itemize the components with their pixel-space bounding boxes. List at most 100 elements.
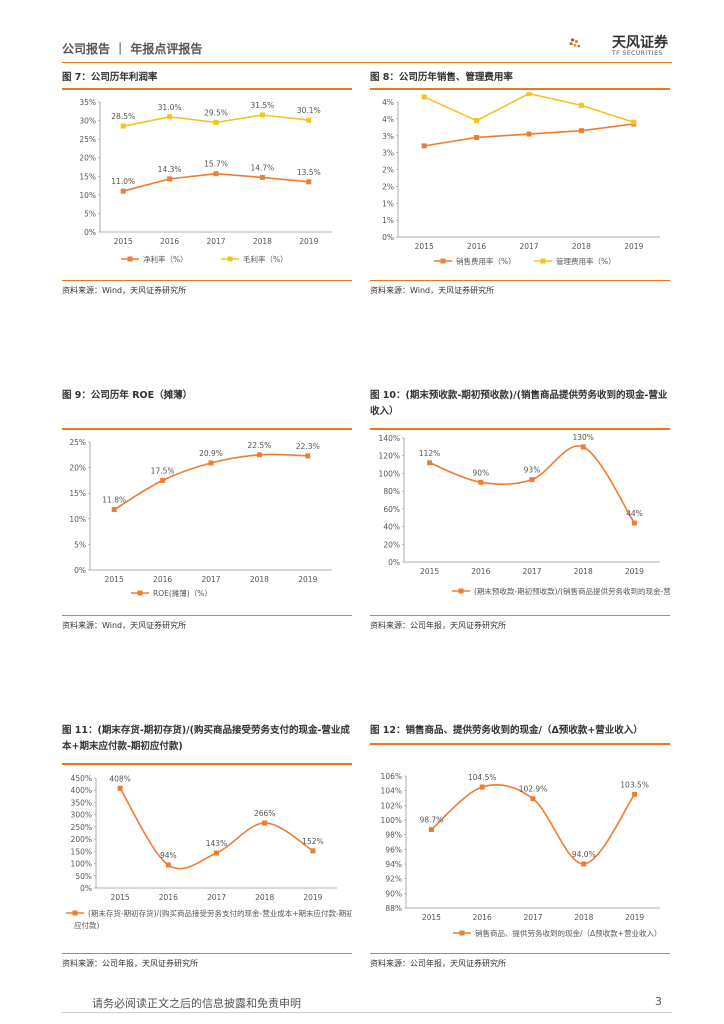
figure-10-source: 资料来源：公司年报，天风证券研究所 <box>370 621 506 630</box>
x-tick-label: 2018 <box>574 567 593 576</box>
y-tick-label: 2% <box>382 182 394 191</box>
y-tick-label: 350% <box>71 798 92 807</box>
data-label: 93% <box>524 466 541 475</box>
x-tick-label: 2017 <box>523 913 542 922</box>
x-tick-label: 2016 <box>159 893 178 902</box>
legend-label: 管理费用率（%） <box>556 256 616 266</box>
x-tick-label: 2019 <box>625 567 644 576</box>
data-label: 20.9% <box>199 449 223 458</box>
legend-label-cont: 应付款) <box>74 920 99 930</box>
y-tick-label: 100% <box>381 816 402 825</box>
y-tick-label: 10% <box>69 515 86 524</box>
legend-marker <box>72 910 78 916</box>
y-tick-label: 94% <box>385 860 402 869</box>
data-point <box>526 131 532 137</box>
data-label: 90% <box>472 468 489 477</box>
data-point <box>305 453 311 459</box>
y-tick-label: 10% <box>79 191 96 200</box>
legend-marker <box>540 258 546 264</box>
x-tick-label: 2015 <box>111 893 130 902</box>
brand-logo-icon <box>569 38 580 48</box>
figure-9-title: 图 9：公司历年 ROE（摊薄） <box>62 390 193 401</box>
figure-8-rule <box>370 88 670 90</box>
data-label: 30.1% <box>297 106 321 115</box>
y-tick-label: 4% <box>382 115 394 124</box>
data-label: 22.5% <box>247 441 271 450</box>
x-tick-label: 2019 <box>625 913 644 922</box>
y-tick-label: 0% <box>80 884 92 893</box>
legend-marker <box>227 256 233 262</box>
y-tick-label: 98% <box>385 831 402 840</box>
y-tick-label: 88% <box>385 904 402 913</box>
y-tick-label: 92% <box>385 875 402 884</box>
data-label: 102.9% <box>519 785 548 794</box>
figure-12-source: 资料来源：公司年报，天风证券研究所 <box>370 959 506 968</box>
data-label: 266% <box>254 809 275 818</box>
y-tick-label: 35% <box>79 98 96 107</box>
y-tick-label: 100% <box>379 469 400 478</box>
data-label: 17.5% <box>151 466 175 475</box>
data-label: 15.7% <box>204 160 228 169</box>
page-number: 3 <box>655 995 662 1008</box>
chart-advance-receipts: 0% 20% 40% 60% 80% 100% 120% 140% 2015 2016 2017 20… <box>379 433 670 596</box>
data-label: 130% <box>572 433 593 442</box>
x-tick-label: 2015 <box>415 242 434 251</box>
data-point <box>117 785 123 791</box>
footer-disclaimer: 请务必阅读正文之后的信息披露和免责申明 <box>92 997 301 1010</box>
figure-9-source: 资料来源：Wind，天风证券研究所 <box>62 621 187 630</box>
data-label: 408% <box>109 774 130 783</box>
y-tick-label: 4% <box>382 98 394 107</box>
y-tick-label: 0% <box>388 558 400 567</box>
data-point <box>256 452 262 458</box>
figure-8-source-rule <box>370 280 670 281</box>
data-label: 14.7% <box>250 163 274 172</box>
x-tick-label: 2017 <box>207 893 226 902</box>
data-point <box>478 479 484 485</box>
legend-label: 净利率（%） <box>143 254 188 264</box>
x-tick-label: 2018 <box>250 575 269 584</box>
y-tick-label: 0% <box>74 566 86 575</box>
x-tick-label: 2016 <box>473 913 492 922</box>
data-label: 31.5% <box>250 101 274 110</box>
y-tick-label: 20% <box>383 540 400 549</box>
y-tick-label: 300% <box>71 811 92 820</box>
y-tick-label: 5% <box>84 209 96 218</box>
y-tick-label: 0% <box>382 233 394 242</box>
data-label: 143% <box>206 839 227 848</box>
data-point <box>632 791 638 797</box>
figure-11-rule <box>62 763 352 765</box>
y-tick-label: 80% <box>383 487 400 496</box>
data-point <box>167 176 173 182</box>
data-point <box>262 820 268 826</box>
legend-label: 毛利率（%） <box>243 254 288 264</box>
footer-divider <box>62 1012 672 1013</box>
data-point <box>631 119 637 125</box>
y-tick-label: 0% <box>84 228 96 237</box>
data-label: 11.8% <box>102 496 126 505</box>
data-label: 11.0% <box>111 177 135 186</box>
y-tick-label: 25% <box>79 135 96 144</box>
data-point <box>310 848 316 854</box>
x-tick-label: 2016 <box>153 575 172 584</box>
data-label: 104.5% <box>468 773 497 782</box>
y-tick-label: 20% <box>79 154 96 163</box>
x-tick-label: 2016 <box>471 567 490 576</box>
x-tick-label: 2019 <box>303 893 322 902</box>
data-label: 14.3% <box>158 165 182 174</box>
data-point <box>474 134 480 140</box>
data-point <box>306 117 312 123</box>
report-header-title: 公司报告 ｜ 年报点评报告 <box>62 42 203 56</box>
x-tick-label: 2015 <box>114 237 133 246</box>
legend-label: (期末预收款-期初预收款)/(销售商品提供劳务收到的现金-营业收入） <box>474 586 670 596</box>
data-label: 94% <box>160 851 177 860</box>
data-label: 31.0% <box>158 103 182 112</box>
data-point <box>213 119 219 125</box>
y-tick-label: 60% <box>383 505 400 514</box>
x-tick-label: 2018 <box>572 242 591 251</box>
legend-marker <box>458 588 464 594</box>
data-point <box>213 171 219 177</box>
figure-8-title: 图 8：公司历年销售、管理费用率 <box>370 72 513 83</box>
y-tick-label: 50% <box>75 872 92 881</box>
series-line <box>430 784 636 865</box>
data-point <box>479 784 485 790</box>
